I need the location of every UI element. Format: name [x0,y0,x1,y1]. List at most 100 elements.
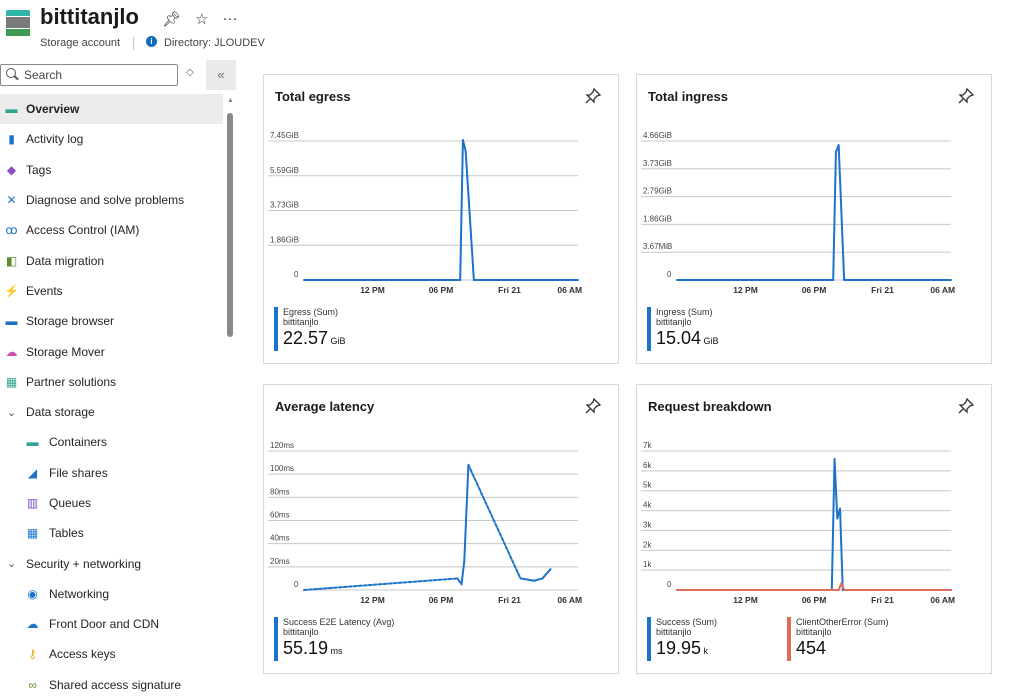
legend-value-number: 15.04 [656,328,702,348]
series-line-segment [303,577,459,591]
legend-value: 22.57 GiB [283,327,346,352]
y-tick-label: 0 [294,580,299,589]
series-line-segment [833,457,839,520]
legend-value-unit: ms [328,646,343,656]
sidebar-item-tables[interactable]: ▦ Tables [0,518,223,548]
sidebar-item-partner-solutions[interactable]: ▦ Partner solutions [0,367,223,397]
sidebar-item-networking[interactable]: ◉ Networking [0,579,223,609]
chart-legend-item[interactable]: ClientOtherError (Sum) bittitanjlo 454 [787,617,889,661]
lightning-icon: ⚡ [4,283,19,298]
y-tick-label: 0 [667,580,672,589]
chart-legend-item[interactable]: Success E2E Latency (Avg) bittitanjlo 55.1… [274,617,394,661]
more-icon[interactable]: ··· [222,10,238,27]
x-tick-label: 06 PM [429,595,454,605]
sidebar-item-activity-log[interactable]: ▮ Activity log [0,124,223,154]
pin-icon[interactable] [957,397,975,415]
x-tick-label: 12 PM [360,595,385,605]
pin-icon[interactable] [957,87,975,105]
y-tick-label: 1k [643,560,652,569]
sidebar-item-front-door-and-cdn[interactable]: ☁ Front Door and CDN [0,609,223,639]
chart-legend-item[interactable]: Success (Sum) bittitanjlo 19.95 k [647,617,717,661]
legend-resource: bittitanjlo [283,627,319,637]
table-icon: ▦ [26,526,39,541]
legend-value-number: 19.95 [656,638,702,658]
sidebar-item-label: Activity log [26,132,84,147]
chart-card-requests[interactable]: Request breakdown 0 1k 2k 3k 4k 5k 6k 7k 12 PM 06 … [636,384,992,674]
sidebar-item-storage-browser[interactable]: ▬ Storage browser [0,306,223,336]
x-tick-label: Fri 21 [871,285,894,295]
chart-title: Total ingress [648,89,728,104]
sidebar-item-label: File shares [49,465,108,480]
y-tick-label: 2k [643,540,652,549]
sidebar-scrollbar[interactable]: ▲ [226,97,234,337]
sidebar-item-access-control-iam[interactable]: ꝏ Access Control (IAM) [0,215,223,245]
scroll-up-icon[interactable]: ▲ [227,97,234,104]
pin-icon[interactable] [584,87,602,105]
sidebar-item-shared-access-signature[interactable]: ∞ Shared access signature [0,670,223,700]
chart-legend-item[interactable]: Ingress (Sum) bittitanjlo 15.04 GiB [647,307,719,351]
series-line-segment [839,507,844,591]
y-tick-label: 2.79GiB [643,187,672,196]
sidebar-item-label: Access Control (IAM) [26,223,140,238]
chart-plot: 0 1k 2k 3k 4k 5k 6k 7k 12 PM 06 PM Fri 21 06 AM [641,441,955,605]
series-line-segment [830,457,836,591]
pin-icon[interactable] [584,397,602,415]
y-tick-label: 6k [643,461,652,470]
series-line-segment [467,463,522,580]
storage-account-icon [6,10,30,36]
x-tick-label: 06 PM [802,595,827,605]
sidebar-item-label: Queues [49,496,92,510]
sidebar-item-diagnose-and-solve-problems[interactable]: ✕ Diagnose and solve problems [0,185,223,215]
sidebar-item-label: Front Door and CDN [49,617,160,632]
star-icon[interactable]: ☆ [195,11,209,28]
sidebar-item-data-migration[interactable]: ◧ Data migration [0,245,223,275]
y-tick-label: 120ms [270,441,294,450]
x-tick-label: Fri 21 [498,595,521,605]
collapse-menu-button[interactable]: « [206,60,236,90]
sidebar-item-data-storage[interactable]: ⌄ Data storage [0,397,223,427]
legend-resource: bittitanjlo [656,317,692,327]
resource-header: bittitanjlo 📌︎ ☆ ··· Storage account i D… [0,0,1024,56]
search-input[interactable]: Search [0,64,178,86]
sidebar-item-overview[interactable]: ▬ Overview [0,94,223,125]
sidebar-item-tags[interactable]: ◆ Tags [0,155,223,185]
series-line-segment [463,463,470,563]
expand-collapse-icon[interactable]: ◇ [186,67,194,78]
migration-icon: ◧ [5,253,18,268]
series-line-segment [519,577,536,582]
legend-value-unit: GiB [701,336,719,346]
partner-icon: ▦ [5,374,18,389]
sidebar-item-label: Data storage [26,405,95,420]
sidebar-item-label: Partner solutions [26,374,117,389]
chart-card-latency[interactable]: Average latency 0 20ms 40ms 60ms 80ms 100ms 120… [263,384,619,674]
series-line-segment [461,139,467,153]
sidebar-item-file-shares[interactable]: ◢ File shares [0,458,223,488]
sidebar-item-label: Events [26,283,63,298]
sidebar-item-security-networking[interactable]: ⌄ Security + networking [0,548,223,578]
pin-icon[interactable]: 📌︎ [162,11,182,28]
chart-legend-item[interactable]: Egress (Sum) bittitanjlo 22.57 GiB [274,307,346,351]
sidebar-item-storage-mover[interactable]: ☁ Storage Mover [0,336,223,366]
sidebar-item-label: Diagnose and solve problems [26,193,185,208]
y-tick-label: 1.86GiB [643,214,672,223]
legend-series-name: ClientOtherError (Sum) [796,617,889,627]
queue-icon: ▥ [26,496,39,510]
legend-value-number: 454 [796,638,827,658]
sidebar-item-access-keys[interactable]: ⚷ Access keys [0,639,223,669]
info-icon: i [146,36,157,47]
series-line-segment [832,151,837,281]
y-tick-label: 40ms [270,534,290,543]
x-tick-label: Fri 21 [871,595,894,605]
series-line-segment [533,577,544,582]
scrollbar-thumb[interactable] [227,113,233,337]
sidebar-item-queues[interactable]: ▥ Queues [0,488,223,518]
divider [133,37,134,50]
chart-plot: 0 3.67MiB 1.86GiB 2.79GiB 3.73GiB 4.66GiB 12 P… [641,131,955,295]
x-tick-label: 12 PM [733,595,758,605]
y-tick-label: 3.73GiB [270,201,299,210]
sidebar-item-events[interactable]: ⚡ Events [0,276,223,306]
sidebar-item-containers[interactable]: ▬ Containers [0,427,223,457]
chart-card-ingress[interactable]: Total ingress 0 3.67MiB 1.86GiB 2.79GiB 3.73G… [636,74,992,364]
chart-card-egress[interactable]: Total egress 0 1.86GiB 3.73GiB 5.59GiB 7.45Gi… [263,74,619,364]
legend-resource: bittitanjlo [283,317,319,327]
